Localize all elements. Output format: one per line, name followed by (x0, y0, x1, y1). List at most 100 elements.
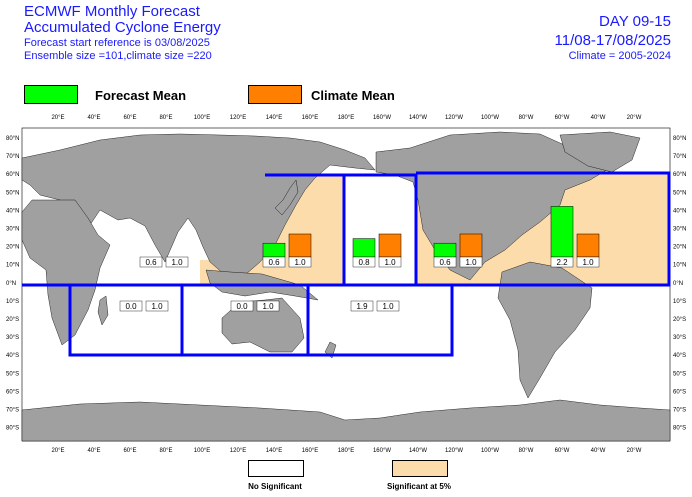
south-pacific-forecast-value: 1.9 (356, 302, 368, 311)
top-longitude-labels: 20°E 40°E 60°E 80°E 100°E 120°E 140°E 160°E 180°… (51, 115, 641, 121)
central-pacific-climate-value-box (378, 256, 402, 268)
lon-label-top-140e: 140°E (266, 115, 282, 121)
west-pacific-climate-value: 1.0 (294, 258, 306, 267)
central-pacific-boundary (344, 173, 418, 285)
lat-label-right-30s: 30°S (673, 335, 686, 341)
africa-land (21, 199, 111, 346)
ensemble-size: Ensemble size =101,climate size =220 (24, 50, 212, 62)
east-pacific-climate-value: 1.0 (465, 258, 477, 267)
lon-label-bot-160e: 160°E (302, 448, 318, 454)
lat-label-left-80s: 80°S (6, 426, 19, 432)
antarctica-land (21, 399, 671, 442)
atlantic-climate-value: 1.0 (582, 258, 594, 267)
australian-forecast-value-box (230, 300, 254, 312)
forecast-mean-legend-label: Forecast Mean (95, 88, 187, 103)
lat-label-left-70s: 70°S (6, 408, 19, 414)
south-west-indian-forecast-value: 0.0 (125, 302, 137, 311)
eurasia-land (21, 133, 376, 276)
west-pacific-forecast-value: 0.6 (268, 258, 280, 267)
lon-label-top-100w: 100°W (481, 115, 499, 121)
lon-label-bot-180e: 180°E (338, 448, 354, 454)
north-indian-climate-value: 1.0 (171, 258, 183, 267)
lat-label-left-60n: 60°N (6, 172, 19, 178)
lon-label-bot-120e: 120°E (230, 448, 246, 454)
lat-label-left-10n: 10°N (6, 263, 19, 269)
lat-label-right-20n: 20°N (673, 245, 686, 251)
lat-label-left-50s: 50°S (6, 371, 19, 377)
australian-climate-value: 1.0 (262, 302, 274, 311)
lat-label-left-0n: 0°N (6, 281, 16, 287)
lon-label-top-120w: 120°W (445, 115, 463, 121)
climate-mean-legend-label: Climate Mean (311, 88, 395, 103)
lon-label-bot-40w: 40°W (591, 448, 606, 454)
lon-label-top-100e: 100°E (194, 115, 210, 121)
atlantic-forecast-value: 2.2 (556, 258, 568, 267)
land-masses (21, 131, 671, 442)
forecast-day-range: DAY 09-15 (599, 13, 671, 30)
atlantic-forecast-value-box (550, 256, 574, 268)
no-significant-swatch (248, 460, 304, 477)
lat-label-right-30n: 30°N (673, 227, 686, 233)
lat-label-right-0n: 0°N (673, 281, 683, 287)
lat-label-right-60n: 60°N (673, 172, 686, 178)
lon-label-bot-20w: 20°W (627, 448, 642, 454)
east-pacific-forecast-bar (433, 242, 457, 258)
lat-label-left-30n: 30°N (6, 227, 19, 233)
lat-label-right-60s: 60°S (673, 389, 686, 395)
lon-label-bot-20e: 20°E (51, 448, 64, 454)
east-pacific-climate-bar (459, 233, 483, 258)
west-pacific-climate-value-box (288, 256, 312, 268)
lon-label-bot-60e: 60°E (123, 448, 136, 454)
australian-climate-value-box (256, 300, 280, 312)
lon-label-bot-40e: 40°E (87, 448, 100, 454)
central-pacific-climate-bar (378, 233, 402, 258)
lat-label-right-40n: 40°N (673, 208, 686, 214)
madagascar-land (97, 295, 109, 326)
lat-label-right-70n: 70°N (673, 154, 686, 160)
lat-label-left-20n: 20°N (6, 245, 19, 251)
australia-land (221, 297, 305, 353)
central-pacific-forecast-value-box (352, 256, 376, 268)
west-pacific-climate-bar (288, 233, 312, 258)
east-pacific-forecast-value: 0.6 (439, 258, 451, 267)
product-subtitle: Accumulated Cyclone Energy (24, 19, 221, 36)
lon-label-bot-140w: 140°W (409, 448, 427, 454)
lon-label-bot-160w: 160°W (373, 448, 391, 454)
atlantic-boundary (416, 171, 671, 287)
lon-label-top-80e: 80°E (159, 115, 172, 121)
lon-label-top-80w: 80°W (519, 115, 534, 121)
south-west-indian-forecast-value-box (119, 300, 143, 312)
atlantic-forecast-bar (550, 206, 574, 258)
ace-value-labels: 0.6 1.0 0.6 1.0 0.8 1.0 0.6 1.0 2.2 1.0 0.0 1.0 0.0 1… (119, 256, 600, 312)
lat-label-right-50s: 50°S (673, 371, 686, 377)
north-indian-forecast-value: 0.6 (145, 258, 157, 267)
lat-label-left-40s: 40°S (6, 353, 19, 359)
forecast-mean-swatch (24, 85, 78, 104)
lon-label-top-40e: 40°E (87, 115, 100, 121)
lat-label-right-20s: 20°S (673, 317, 686, 323)
lon-label-top-40w: 40°W (591, 115, 606, 121)
forecast-date-range: 11/08-17/08/2025 (554, 32, 672, 49)
lat-label-right-40s: 40°S (673, 353, 686, 359)
west-pacific-forecast-bar (262, 242, 286, 258)
south-pacific-forecast-value-box (350, 300, 374, 312)
page-title: ECMWF Monthly Forecast (24, 3, 200, 20)
forecast-start-reference: Forecast start reference is 03/08/2025 (24, 37, 210, 49)
atlantic-climate-value-box (576, 256, 600, 268)
lon-label-bot-60w: 60°W (555, 448, 570, 454)
lon-label-bot-100e: 100°E (194, 448, 210, 454)
lon-label-top-60e: 60°E (123, 115, 136, 121)
central-pacific-forecast-bar (352, 238, 376, 258)
south-west-indian-climate-value: 1.0 (151, 302, 163, 311)
lat-label-right-80s: 80°S (673, 426, 686, 432)
east-pacific-forecast-value-box (433, 256, 457, 268)
basin-boundaries (22, 171, 671, 357)
greenland-land (559, 131, 641, 173)
lat-label-left-80n: 80°N (6, 136, 19, 142)
lat-label-right-70s: 70°S (673, 408, 686, 414)
significant-swatch (392, 460, 448, 477)
lat-label-left-30s: 30°S (6, 335, 19, 341)
central-pacific-forecast-value: 0.8 (358, 258, 370, 267)
lat-label-left-10s: 10°S (6, 299, 19, 305)
